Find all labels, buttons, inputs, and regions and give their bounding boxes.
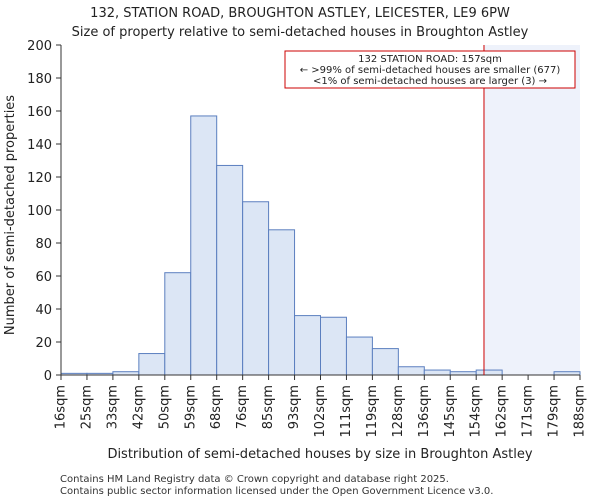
- annotation-title: 132 STATION ROAD: 157sqm: [358, 54, 502, 65]
- y-axis-label: Number of semi-detached properties: [3, 95, 18, 335]
- histogram-bar: [138, 353, 166, 376]
- x-tick-label: 59sqm: [183, 385, 198, 429]
- y-tick-label: 140: [27, 138, 52, 153]
- x-axis-label: Distribution of semi-detached houses by …: [107, 447, 532, 462]
- x-tick-label: 42sqm: [131, 385, 146, 429]
- histogram-bar: [164, 272, 192, 376]
- histogram-bar: [423, 369, 451, 376]
- histogram-bar: [242, 201, 270, 376]
- x-tick-label: 68sqm: [209, 385, 224, 429]
- y-tick-label: 0: [44, 369, 52, 384]
- histogram-bar: [475, 369, 503, 376]
- plot-area: 0 20 40 60 80 100 120 140 160 180 200 16sqm 25sqm 33s…: [27, 39, 587, 438]
- annotation-box: [284, 50, 576, 89]
- x-tick-label: 145sqm: [443, 385, 458, 438]
- footer-line-1: Contains HM Land Registry data © Crown c…: [60, 474, 449, 485]
- x-tick-label: 128sqm: [391, 385, 406, 438]
- y-tick-label: 100: [27, 204, 52, 219]
- annotation-smaller-text: ← >99% of semi-detached houses are small…: [300, 65, 561, 76]
- x-tick-label: 136sqm: [417, 385, 432, 438]
- histogram-bar: [294, 315, 321, 376]
- x-tick-label: 179sqm: [547, 385, 562, 438]
- x-tick-label: 33sqm: [105, 385, 120, 429]
- y-tick-label: 180: [27, 72, 52, 87]
- histogram-bar: [320, 316, 347, 376]
- y-tick-label: 40: [35, 303, 52, 318]
- x-tick-label: 111sqm: [339, 385, 354, 438]
- chart-title: 132, STATION ROAD, BROUGHTON ASTLEY, LEI…: [90, 6, 510, 21]
- histogram-bar: [345, 336, 373, 376]
- y-tick-label: 160: [27, 105, 52, 120]
- x-tick-label: 171sqm: [521, 385, 536, 438]
- highlight-region: [483, 45, 580, 375]
- y-tick-label: 80: [35, 237, 52, 252]
- x-tick-label: 16sqm: [54, 385, 69, 429]
- x-tick-label: 162sqm: [495, 385, 510, 438]
- x-tick-label: 119sqm: [365, 385, 380, 438]
- histogram-bar: [397, 366, 425, 376]
- histogram-bar: [190, 115, 218, 376]
- histogram-bar: [216, 164, 244, 376]
- x-tick-label: 76sqm: [235, 385, 250, 429]
- y-tick-label: 60: [35, 270, 52, 285]
- y-tick-label: 120: [27, 171, 52, 186]
- x-tick-label: 50sqm: [157, 385, 172, 429]
- x-tick-label: 154sqm: [469, 385, 484, 438]
- y-tick-label: 20: [35, 336, 52, 351]
- x-tick-label: 93sqm: [287, 385, 302, 429]
- x-tick-label: 102sqm: [313, 385, 328, 438]
- x-tick-label: 25sqm: [79, 385, 94, 429]
- y-tick-label: 200: [27, 39, 52, 54]
- annotation-larger-text: <1% of semi-detached houses are larger (…: [313, 76, 547, 87]
- chart-subtitle: Size of property relative to semi-detach…: [72, 25, 529, 40]
- histogram-bar: [268, 229, 296, 376]
- histogram-bar: [371, 348, 399, 376]
- x-tick-label: 188sqm: [573, 385, 588, 438]
- x-tick-label: 85sqm: [261, 385, 276, 429]
- footer-line-2: Contains public sector information licen…: [60, 486, 493, 497]
